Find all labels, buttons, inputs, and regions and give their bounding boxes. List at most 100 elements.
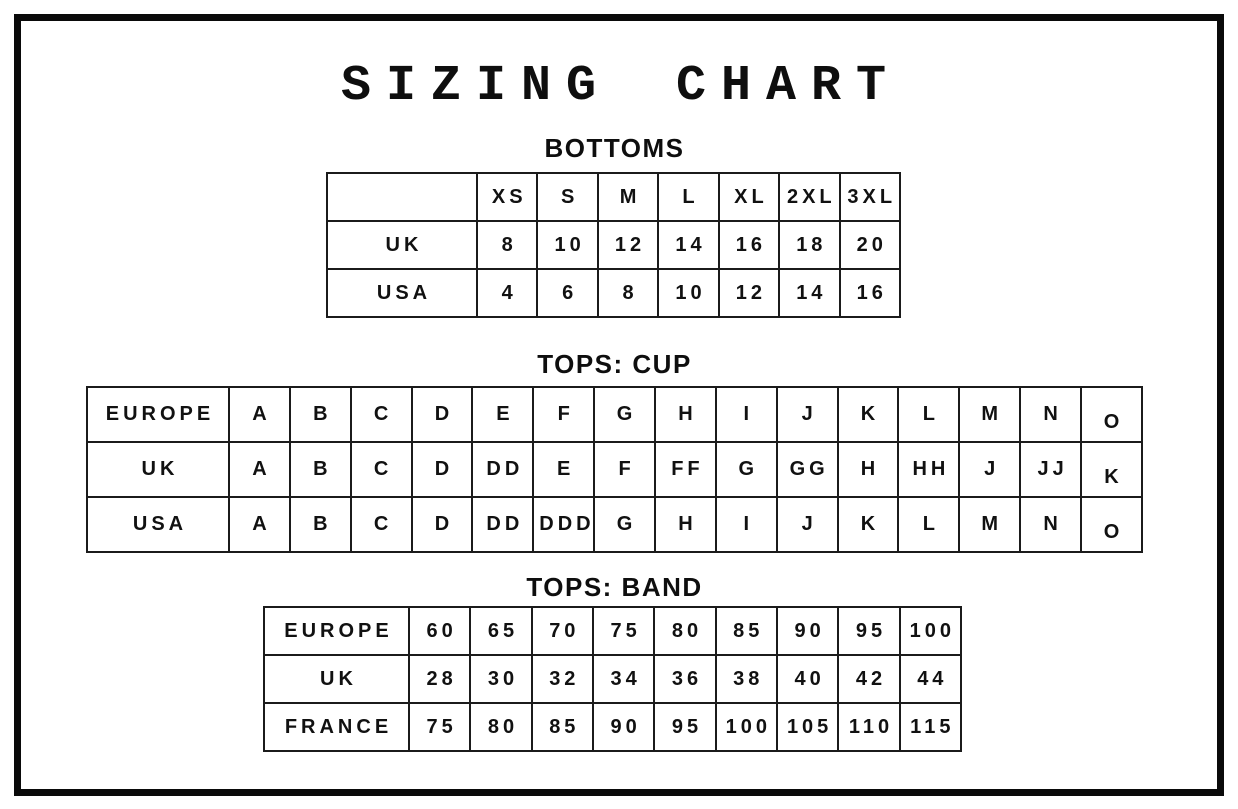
table-row: UK 8 10 12 14 16 18 20 (326, 220, 902, 270)
size-value-cell: 100 (714, 702, 778, 752)
size-value-cell: 8 (475, 220, 539, 270)
size-value-cell: G (593, 496, 657, 553)
table-row: EUROPE 60 65 70 75 80 85 90 95 100 (263, 606, 963, 656)
size-value-cell: B (288, 441, 352, 498)
size-value-cell: M (958, 386, 1022, 443)
size-value-cell: B (288, 496, 352, 553)
size-value-cell: O (1080, 386, 1143, 443)
size-value-cell: I (714, 386, 778, 443)
size-value-cell: E (471, 386, 535, 443)
size-value-cell: I (714, 496, 778, 553)
size-value-cell: 38 (714, 654, 778, 704)
size-value-cell: O (1080, 496, 1143, 553)
size-value-cell: 18 (778, 220, 841, 270)
size-value-cell: 16 (838, 268, 902, 318)
table-row: UK 28 30 32 34 36 38 40 42 44 (263, 654, 963, 704)
tops-band-heading: TOPS: BAND (526, 572, 703, 602)
table-row: FRANCE 75 80 85 90 95 100 105 110 115 (263, 702, 963, 752)
size-value-cell: 28 (407, 654, 472, 704)
region-label-cell: FRANCE (263, 702, 410, 752)
size-header-cell: M (596, 172, 660, 222)
size-header-cell: 2XL (778, 172, 841, 222)
size-header-cell: XS (475, 172, 539, 222)
size-value-cell: 110 (837, 702, 901, 752)
size-value-cell: C (349, 386, 413, 443)
size-value-cell: 36 (653, 654, 717, 704)
bottoms-heading: BOTTOMS (544, 133, 685, 163)
size-value-cell: HH (897, 441, 961, 498)
size-value-cell: 95 (653, 702, 717, 752)
size-header-cell: L (657, 172, 720, 222)
size-value-cell: 4 (475, 268, 539, 318)
size-value-cell: H (836, 441, 900, 498)
table-row: USA A B C D DD DDD G H I J K L M N O (86, 496, 1143, 553)
size-value-cell: 90 (591, 702, 656, 752)
size-value-cell: 70 (530, 606, 594, 656)
size-value-cell: JJ (1019, 441, 1083, 498)
size-value-cell: A (228, 441, 291, 498)
region-label-cell: UK (86, 441, 230, 498)
region-label-cell: EUROPE (263, 606, 410, 656)
size-value-cell: GG (775, 441, 839, 498)
size-value-cell: 10 (657, 268, 720, 318)
size-value-cell: DDD (532, 496, 596, 553)
size-header-row: XS S M L XL 2XL 3XL (326, 172, 902, 222)
tops-band-table: EUROPE 60 65 70 75 80 85 90 95 100 UK 28 30 32 34 36 38 4… (263, 606, 963, 752)
size-value-cell: 8 (596, 268, 660, 318)
size-value-cell: 42 (837, 654, 901, 704)
size-value-cell: K (836, 496, 900, 553)
size-value-cell: A (228, 496, 291, 553)
size-value-cell: L (897, 386, 961, 443)
region-label-cell: UK (326, 220, 478, 270)
size-header-cell: XL (717, 172, 781, 222)
size-value-cell: DD (471, 441, 535, 498)
size-header-cell: 3XL (838, 172, 902, 222)
table-row: USA 4 6 8 10 12 14 16 (326, 268, 902, 318)
region-label-cell: EUROPE (86, 386, 230, 443)
size-value-cell: 95 (837, 606, 901, 656)
size-value-cell: N (1019, 386, 1083, 443)
size-value-cell: 40 (775, 654, 840, 704)
size-value-cell: K (836, 386, 900, 443)
size-value-cell: D (410, 496, 474, 553)
size-value-cell: 75 (407, 702, 472, 752)
size-value-cell: 34 (591, 654, 656, 704)
tops-cup-table: EUROPE A B C D E F G H I J K L M N O UK A B C D DD E F FF G GG H HH J… (86, 386, 1143, 553)
size-value-cell: J (775, 386, 839, 443)
size-value-cell: 12 (596, 220, 660, 270)
page-title: SIZING CHART (340, 58, 902, 115)
size-value-cell: 100 (898, 606, 963, 656)
size-value-cell: G (714, 441, 778, 498)
size-value-cell: A (228, 386, 291, 443)
bottoms-table: XS S M L XL 2XL 3XL UK 8 10 12 14 16 18 20 USA 4 6 8 10 12 14… (326, 172, 902, 318)
size-value-cell: F (532, 386, 596, 443)
size-value-cell: D (410, 386, 474, 443)
size-value-cell: 85 (714, 606, 778, 656)
size-value-cell: 16 (717, 220, 781, 270)
size-value-cell: G (593, 386, 657, 443)
size-value-cell: 14 (778, 268, 841, 318)
size-value-cell: 12 (717, 268, 781, 318)
size-value-cell: E (532, 441, 596, 498)
size-value-cell: B (288, 386, 352, 443)
size-value-cell: N (1019, 496, 1083, 553)
size-value-cell: M (958, 496, 1022, 553)
size-value-cell: 80 (653, 606, 717, 656)
size-value-cell: K (1080, 441, 1143, 498)
corner-blank-cell (326, 172, 478, 222)
size-header-cell: S (536, 172, 599, 222)
size-value-cell: 75 (591, 606, 656, 656)
region-label-cell: UK (263, 654, 410, 704)
size-value-cell: 90 (775, 606, 840, 656)
size-value-cell: L (897, 496, 961, 553)
size-value-cell: 20 (838, 220, 902, 270)
region-label-cell: USA (326, 268, 478, 318)
size-value-cell: J (775, 496, 839, 553)
size-value-cell: J (958, 441, 1022, 498)
table-row: EUROPE A B C D E F G H I J K L M N O (86, 386, 1143, 443)
size-value-cell: H (654, 386, 717, 443)
size-value-cell: D (410, 441, 474, 498)
size-value-cell: FF (654, 441, 717, 498)
size-value-cell: C (349, 441, 413, 498)
size-value-cell: F (593, 441, 657, 498)
